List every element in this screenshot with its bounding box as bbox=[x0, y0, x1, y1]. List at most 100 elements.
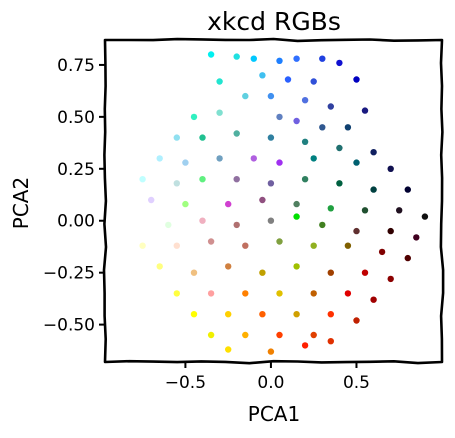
scatter-point bbox=[259, 196, 266, 204]
x-tick-label: 0.0 bbox=[257, 373, 284, 393]
scatter-point bbox=[216, 78, 223, 85]
scatter-point bbox=[242, 290, 249, 297]
scatter-point bbox=[165, 221, 172, 229]
scatter-point bbox=[182, 159, 189, 166]
scatter-point bbox=[173, 134, 180, 141]
scatter-point bbox=[190, 269, 198, 276]
scatter-point bbox=[199, 134, 206, 141]
y-tick-label: 0.00 bbox=[57, 212, 95, 232]
scatter-point bbox=[344, 290, 352, 297]
scatter-point bbox=[267, 348, 275, 355]
scatter-point bbox=[319, 124, 326, 131]
scatter-point bbox=[207, 290, 215, 297]
scatter-point bbox=[250, 155, 257, 162]
scatter-point bbox=[190, 113, 198, 121]
scatter-point bbox=[233, 53, 240, 60]
scatter-point bbox=[353, 76, 360, 83]
chart-title: xkcd RGBs bbox=[207, 7, 341, 36]
scatter-point bbox=[216, 109, 223, 116]
scatter-point bbox=[173, 242, 180, 249]
scatter-point bbox=[242, 92, 249, 100]
y-tick-label: −0.50 bbox=[43, 316, 95, 336]
scatter-point bbox=[404, 186, 411, 193]
scatter-point bbox=[327, 269, 334, 276]
scatter-point bbox=[242, 331, 249, 339]
scatter-point bbox=[199, 217, 206, 224]
scatter-point bbox=[267, 134, 275, 141]
scatter-point bbox=[336, 144, 343, 152]
scatter-point bbox=[156, 155, 163, 162]
scatter-point bbox=[284, 76, 292, 83]
scatter-point bbox=[413, 234, 420, 241]
scatter-point bbox=[319, 55, 326, 62]
scatter-point bbox=[173, 180, 180, 187]
scatter-point bbox=[259, 72, 266, 79]
scatter-point bbox=[207, 238, 215, 245]
scatter-point bbox=[242, 242, 249, 249]
scatter-point bbox=[199, 176, 206, 183]
scatter-point bbox=[190, 311, 198, 318]
scatter-point bbox=[378, 248, 386, 256]
scatter-point bbox=[293, 55, 300, 62]
scatter-point bbox=[404, 254, 411, 262]
data-points bbox=[130, 51, 429, 355]
scatter-point bbox=[310, 290, 317, 297]
scatter-point bbox=[387, 275, 394, 283]
scatter-point bbox=[361, 207, 369, 214]
scatter-point bbox=[396, 207, 403, 214]
scatter-point bbox=[225, 311, 232, 318]
scatter-point bbox=[267, 180, 275, 187]
scatter-point bbox=[387, 165, 394, 172]
scatter-point bbox=[370, 296, 377, 303]
scatter-point bbox=[327, 205, 334, 212]
scatter-point bbox=[276, 57, 283, 64]
scatter-point bbox=[301, 342, 309, 349]
scatter-point bbox=[293, 200, 300, 208]
scatter-point bbox=[327, 338, 334, 345]
scatter-point bbox=[250, 55, 257, 62]
scatter-point bbox=[130, 217, 138, 224]
scatter-point bbox=[310, 155, 317, 162]
scatter-point bbox=[344, 242, 352, 249]
scatter-point bbox=[276, 238, 283, 245]
scatter-point bbox=[216, 155, 223, 162]
scatter-point bbox=[301, 138, 309, 145]
scatter-point bbox=[361, 269, 369, 276]
scatter-point bbox=[225, 263, 232, 270]
scatter-point bbox=[207, 51, 215, 58]
scatter-point bbox=[293, 117, 300, 125]
scatter-point bbox=[173, 290, 180, 297]
scatter-point bbox=[225, 346, 232, 353]
scatter-point bbox=[421, 213, 429, 220]
scatter-point bbox=[276, 113, 283, 121]
y-tick-label: 0.25 bbox=[57, 160, 95, 180]
scatter-point bbox=[319, 221, 326, 229]
scatter-point bbox=[259, 311, 266, 318]
scatter-point bbox=[276, 159, 283, 166]
scatter-point bbox=[267, 217, 275, 224]
x-tick-label: −0.5 bbox=[165, 373, 206, 393]
x-axis-label: PCA1 bbox=[248, 402, 300, 426]
scatter-point bbox=[361, 107, 369, 114]
scatter-point bbox=[344, 124, 352, 131]
scatter-point bbox=[233, 221, 240, 229]
scatter-point bbox=[336, 59, 343, 67]
scatter-point bbox=[353, 159, 360, 166]
scatter-point bbox=[301, 176, 309, 183]
scatter-point bbox=[370, 149, 377, 156]
scatter-point bbox=[310, 331, 317, 339]
y-axis-label: PCA2 bbox=[9, 177, 33, 229]
scatter-point bbox=[233, 176, 240, 183]
scatter-point bbox=[139, 176, 146, 183]
scatter-point bbox=[370, 186, 377, 193]
y-tick-label: 0.75 bbox=[57, 56, 95, 76]
scatter-point bbox=[327, 311, 334, 318]
x-tick-label: 0.5 bbox=[343, 373, 370, 393]
scatter-point bbox=[233, 130, 240, 137]
scatter-point bbox=[139, 242, 146, 249]
scatter-point bbox=[310, 242, 317, 249]
scatter-point bbox=[276, 290, 283, 297]
scatter-point bbox=[353, 227, 360, 235]
scatter-point bbox=[182, 200, 189, 208]
y-tick-label: 0.50 bbox=[57, 108, 95, 128]
